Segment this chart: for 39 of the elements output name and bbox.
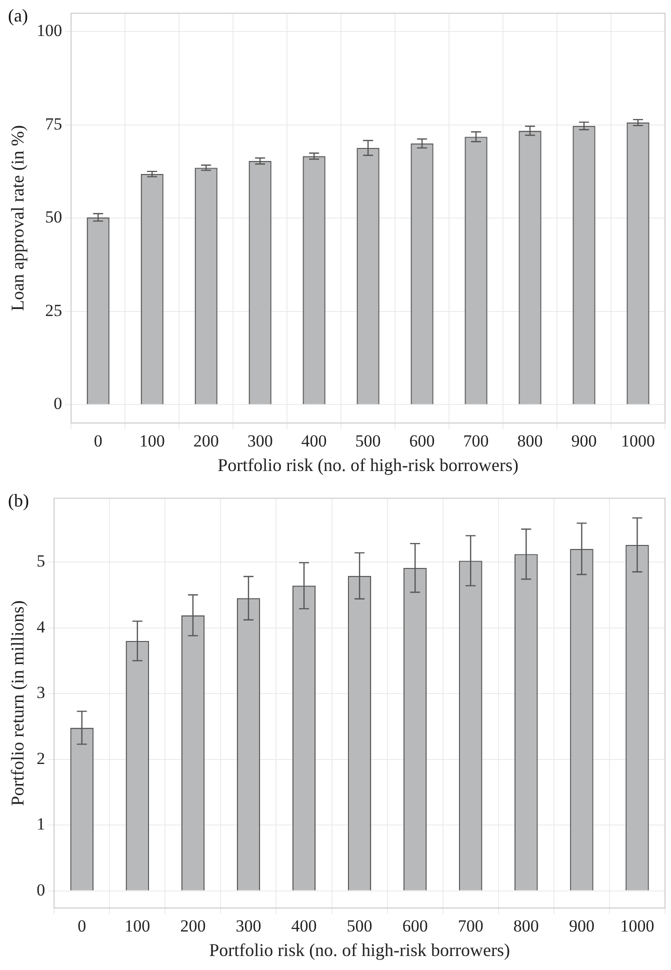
x-tick-label: 500 [346, 916, 372, 936]
chart-title: (b) [8, 490, 29, 511]
x-tick-label: 100 [124, 916, 150, 936]
x-tick-label: 300 [236, 916, 262, 936]
x-tick-label: 400 [291, 916, 317, 936]
x-tick-label: 800 [513, 916, 539, 936]
x-tick-label: 1000 [620, 916, 654, 936]
chart-title: (a) [8, 6, 28, 26]
y-axis-title: Loan approval rate (in %) [8, 125, 28, 312]
y-tick-label: 5 [36, 551, 46, 570]
x-tick-label: 300 [247, 432, 273, 451]
y-tick-label: 100 [36, 20, 62, 40]
y-tick-label: 50 [45, 208, 62, 227]
x-tick-label: 1000 [621, 432, 656, 451]
y-tick-label: 2 [36, 748, 46, 768]
x-tick-label: 100 [139, 432, 165, 451]
x-tick-label: 800 [517, 432, 543, 451]
y-tick-label: 0 [36, 880, 46, 900]
y-tick-label: 1 [36, 814, 46, 834]
x-tick-label: 600 [402, 916, 428, 936]
y-tick-label: 25 [45, 300, 62, 320]
x-tick-label: 900 [571, 432, 597, 451]
y-tick-label: 75 [45, 114, 62, 134]
x-tick-label: 500 [355, 432, 381, 451]
y-axis-title: Portfolio return (in millions) [8, 600, 28, 806]
x-tick-label: 400 [301, 432, 327, 451]
y-tick-label: 4 [36, 617, 46, 636]
x-tick-label: 900 [568, 916, 594, 936]
x-axis-title: Portfolio risk (no. of high-risk borrowers) [209, 940, 510, 960]
x-tick-label: 0 [94, 432, 102, 451]
x-axis-title: Portfolio risk (no. of high-risk borrowers) [218, 454, 519, 475]
x-tick-label: 0 [78, 916, 86, 936]
x-tick-label: 600 [409, 432, 435, 451]
y-tick-label: 0 [54, 394, 62, 414]
y-tick-label: 3 [36, 683, 46, 702]
x-tick-label: 700 [458, 916, 484, 936]
x-tick-label: 700 [463, 432, 489, 451]
x-tick-label: 200 [180, 916, 206, 936]
x-tick-label: 200 [193, 432, 219, 451]
